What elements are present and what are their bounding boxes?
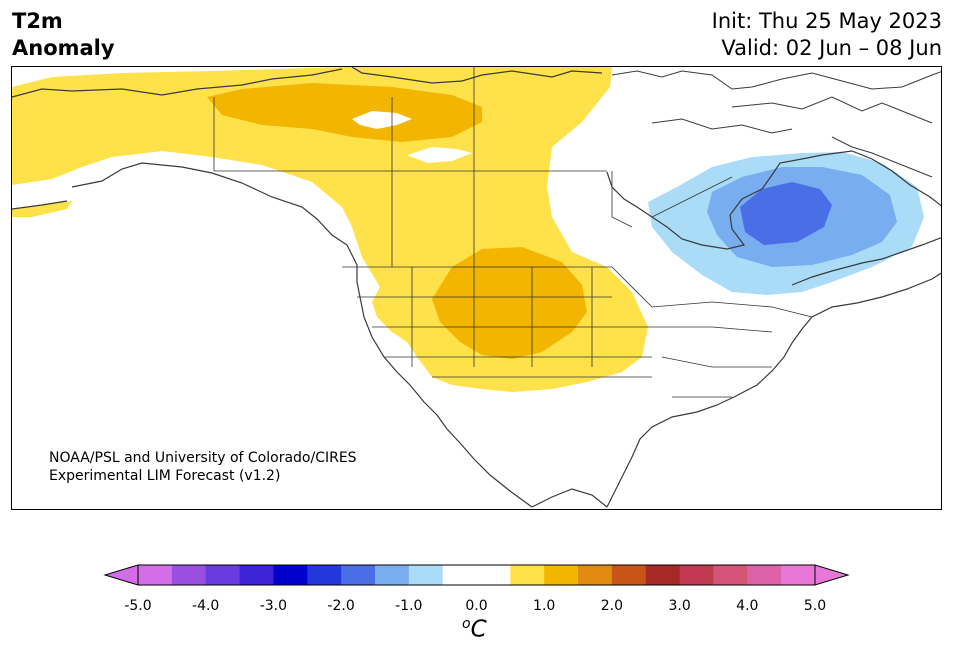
title-line-1: T2m: [12, 9, 63, 33]
colorbar-cell: [138, 565, 173, 585]
colorbar-cell: [273, 565, 308, 585]
colorbar-cell: [544, 565, 579, 585]
colorbar-outline: [137, 564, 816, 586]
valid-range: Valid: 02 Jun – 08 Jun: [721, 36, 942, 60]
credit-line-2: Experimental LIM Forecast (v1.2): [49, 468, 281, 484]
colorbar-cell: [341, 565, 376, 585]
credit-line-1: NOAA/PSL and University of Colorado/CIRE…: [49, 450, 357, 466]
unit-celsius: C: [470, 616, 487, 643]
warm-anomaly-light-alaska-tip: [12, 201, 72, 217]
colorbar-cell: [374, 565, 410, 585]
coastline: [12, 67, 941, 508]
colorbar-over-arrow: [814, 564, 850, 586]
colorbar-cell: [510, 565, 545, 585]
colorbar-unit: oC: [462, 616, 487, 643]
unit-degree: o: [462, 616, 471, 632]
great-bear-lake: [352, 111, 412, 129]
colorbar-tick-label: 2.0: [600, 598, 624, 614]
colorbar-cell: [307, 565, 342, 585]
colorbar-under-arrow: [103, 564, 139, 586]
cool-anomaly-dark-core: [740, 182, 832, 245]
forecast-dates: Init: Thu 25 May 2023 Valid: 02 Jun – 08…: [712, 8, 942, 62]
warm-anomaly-medium-plains: [432, 247, 587, 359]
colorbar-tick-label: -5.0: [124, 598, 152, 614]
colorbar: [103, 564, 850, 586]
colorbar-cell: [578, 565, 613, 585]
colorbar-tick-label: -2.0: [327, 598, 355, 614]
colorbar-tick-label: 4.0: [736, 598, 759, 614]
colorbar-cell: [442, 565, 477, 585]
colorbar-cell: [205, 565, 241, 585]
colorbar-cell: [781, 565, 816, 585]
colorbar-cell: [239, 565, 274, 585]
colorbar-cell: [713, 565, 748, 585]
colorbar-tick-label: 1.0: [533, 598, 556, 614]
colorbar-cell: [611, 565, 647, 585]
credit-text: NOAA/PSL and University of Colorado/CIRE…: [49, 449, 357, 485]
colorbar-cell: [476, 565, 511, 585]
anomaly-map: [11, 66, 942, 510]
colorbar-cell: [171, 565, 207, 585]
political-borders: [213, 67, 813, 398]
colorbar-cells: [138, 565, 816, 585]
colorbar-tick-label: -3.0: [259, 598, 288, 614]
arctic-islands: [611, 70, 941, 178]
colorbar-tick-label: 0.0: [465, 598, 488, 614]
colorbar-cell: [747, 565, 782, 585]
warm-anomaly-medium-north: [207, 83, 482, 142]
colorbar-tick-label: 3.0: [668, 598, 691, 614]
colorbar-cell: [408, 565, 444, 585]
init-date: Init: Thu 25 May 2023: [711, 9, 942, 33]
great-slave-lake: [407, 147, 472, 163]
colorbar-tick-label: 5.0: [803, 598, 827, 614]
map-canvas: [12, 67, 941, 508]
map-title: T2m Anomaly: [12, 8, 115, 62]
colorbar-cell: [679, 565, 714, 585]
colorbar-cell: [645, 565, 681, 585]
colorbar-tick-label: -4.0: [192, 598, 220, 614]
title-line-2: Anomaly: [12, 36, 115, 60]
colorbar-tick-label: -1.0: [395, 598, 423, 614]
